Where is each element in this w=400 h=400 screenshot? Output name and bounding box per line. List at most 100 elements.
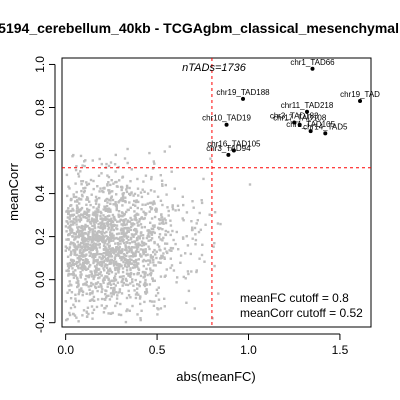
background-point [169, 246, 173, 250]
background-point [124, 218, 127, 221]
background-point [100, 304, 103, 307]
background-point [78, 251, 82, 254]
background-point [81, 314, 84, 317]
background-point [153, 279, 156, 282]
background-point [97, 285, 100, 288]
background-point [91, 255, 94, 259]
background-point [112, 228, 116, 232]
background-point [67, 274, 70, 277]
background-point [147, 239, 150, 242]
background-point [161, 228, 164, 231]
background-point [136, 206, 139, 210]
highlighted-point-label: chr3_TAD94 [206, 144, 251, 153]
highlighted-point [310, 66, 315, 71]
background-point [127, 230, 130, 233]
background-point [104, 251, 107, 255]
background-point [159, 199, 163, 202]
background-point [181, 217, 184, 220]
background-point [150, 217, 154, 220]
background-point [126, 266, 129, 269]
y-tick-label: 0.8 [33, 99, 47, 116]
background-point [155, 288, 159, 291]
background-point [163, 256, 166, 259]
background-point [110, 279, 113, 283]
background-point [112, 215, 116, 219]
background-point [122, 235, 125, 238]
background-point [91, 311, 94, 315]
background-point [79, 154, 83, 158]
background-point [136, 287, 139, 290]
background-point [108, 231, 112, 234]
background-point [77, 283, 80, 286]
background-point [95, 217, 98, 220]
background-point [82, 191, 86, 194]
background-point [100, 297, 104, 301]
background-point [144, 203, 147, 206]
background-point [124, 232, 127, 235]
background-point [70, 204, 73, 207]
background-point [209, 157, 212, 160]
background-point [149, 230, 152, 233]
background-point [86, 267, 90, 270]
background-point [139, 253, 142, 256]
background-point [106, 174, 109, 177]
background-point [161, 183, 164, 186]
background-point [124, 261, 128, 265]
background-point [138, 236, 141, 239]
background-point [110, 234, 113, 237]
background-point [106, 218, 109, 221]
background-point [107, 189, 110, 192]
background-point [69, 273, 72, 276]
background-point [95, 246, 98, 249]
background-point [68, 261, 72, 265]
background-point [156, 195, 160, 198]
background-point [91, 253, 94, 256]
background-point [113, 250, 116, 253]
background-point [67, 272, 70, 276]
background-point [152, 250, 155, 254]
background-point [147, 231, 150, 234]
background-point [124, 258, 128, 261]
background-point [74, 299, 78, 303]
background-point [96, 258, 99, 262]
background-point [118, 214, 122, 217]
background-point [199, 228, 202, 231]
background-point [95, 210, 98, 214]
background-point [105, 230, 108, 234]
background-point [153, 231, 156, 235]
background-point [84, 186, 87, 190]
background-point [144, 278, 147, 282]
background-point [126, 261, 130, 264]
background-point [116, 294, 119, 297]
background-point [132, 263, 136, 266]
background-point [171, 247, 175, 250]
background-point [149, 267, 152, 270]
background-point [125, 269, 129, 272]
background-point [153, 225, 156, 228]
background-point [108, 244, 111, 247]
background-point [84, 282, 87, 285]
background-point [143, 300, 146, 304]
background-point [67, 233, 71, 236]
background-point [148, 259, 152, 262]
background-point [152, 230, 155, 233]
background-point [144, 271, 147, 274]
background-point [112, 252, 116, 255]
background-point [109, 261, 113, 264]
background-point [125, 309, 128, 313]
background-point [175, 230, 178, 234]
background-point [110, 271, 114, 274]
background-point [151, 269, 155, 272]
background-point [165, 268, 168, 271]
background-point [150, 227, 153, 230]
background-point [101, 234, 105, 237]
background-point [113, 257, 117, 261]
background-point [121, 248, 124, 251]
background-point [110, 295, 113, 298]
background-point [85, 244, 88, 247]
background-point [138, 218, 141, 221]
background-point [112, 203, 115, 206]
background-point [93, 271, 97, 274]
background-point [174, 209, 177, 212]
background-point [176, 204, 180, 207]
